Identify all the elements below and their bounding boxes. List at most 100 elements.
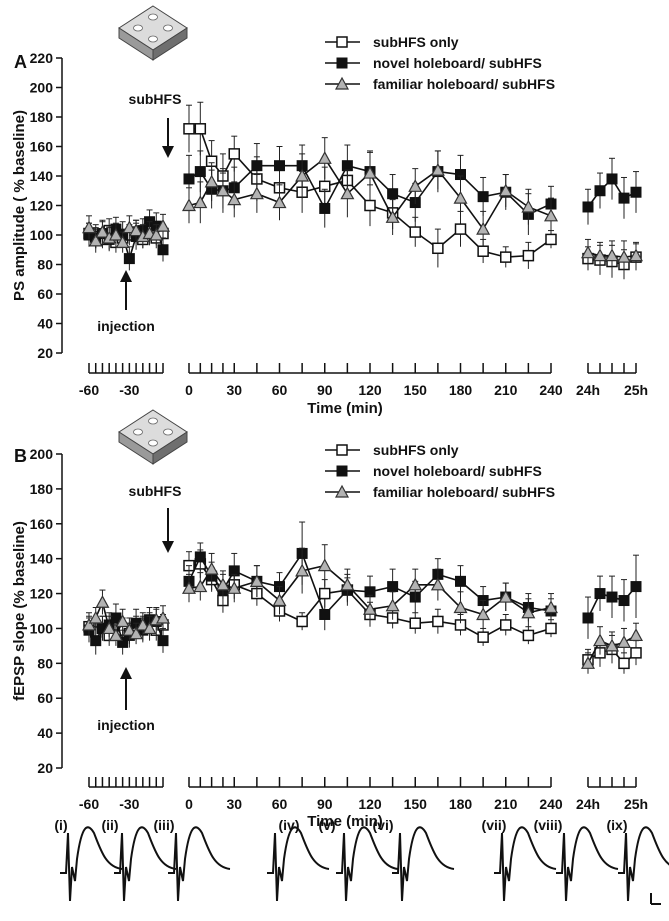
x-tick-label: 25h <box>624 796 648 812</box>
data-point-series-1 <box>157 635 169 647</box>
x-tick-label: 0 <box>185 382 193 398</box>
data-point-series-2 <box>249 574 264 587</box>
x-tick-label: -30 <box>119 796 139 812</box>
data-point-series-0 <box>319 587 331 600</box>
y-tick-label: 20 <box>37 345 53 361</box>
data-point-series-2 <box>95 595 110 608</box>
y-tick-label: 100 <box>30 227 54 243</box>
data-point-series-2 <box>108 227 123 241</box>
x-tick-label: -60 <box>79 796 99 812</box>
data-point-series-1 <box>618 192 630 204</box>
data-point-series-1 <box>606 591 618 603</box>
data-point-series-2 <box>453 600 468 614</box>
series-1 <box>83 143 642 271</box>
y-tick-label: 60 <box>37 286 53 302</box>
data-point-series-1 <box>274 160 285 172</box>
x-tick-label: 60 <box>272 796 288 812</box>
injection-arrow <box>120 667 132 710</box>
data-point-series-0 <box>409 226 421 238</box>
legend: subHFS only novel holeboard/ subHFS famili… <box>325 34 555 92</box>
x-tick-label: -30 <box>119 382 139 398</box>
y-tick-label: 120 <box>30 586 54 602</box>
data-point-series-2 <box>204 174 219 188</box>
x-tick-label: 210 <box>494 382 518 398</box>
waveform-trace <box>60 826 123 902</box>
x-tick-label: 210 <box>494 796 518 812</box>
data-point-series-1 <box>117 636 129 648</box>
y-tick-label: 140 <box>30 551 54 567</box>
panel-b: B 20 40 60 80 100 120 140 160 180 200 fEPSP slope (… <box>11 409 648 830</box>
data-point-series-1 <box>477 191 489 203</box>
data-point-series-1 <box>630 186 642 198</box>
data-point-series-0 <box>432 615 444 628</box>
x-tick-label: 120 <box>358 796 382 812</box>
data-point-series-1 <box>251 160 263 172</box>
holeboard-icon <box>118 409 188 465</box>
data-point-series-0 <box>477 631 489 643</box>
trace-label: (viii) <box>534 817 563 833</box>
data-point-series-2 <box>88 610 103 624</box>
data-point-series-1 <box>319 202 331 214</box>
data-point-series-2 <box>521 199 536 213</box>
data-point-series-2 <box>334 76 350 90</box>
legend-label: novel holeboard/ subHFS <box>373 463 542 479</box>
data-point-series-2 <box>95 224 110 238</box>
trace-label: (vi) <box>373 817 394 833</box>
y-tick-label: 20 <box>37 760 53 776</box>
data-point-series-2 <box>604 248 620 262</box>
data-point-series-1 <box>194 551 206 563</box>
data-point-series-1 <box>594 588 606 600</box>
data-point-series-0 <box>500 251 512 263</box>
data-point-series-2 <box>385 210 400 223</box>
y-tick-label: 160 <box>30 139 54 155</box>
data-point-series-0 <box>409 617 421 629</box>
data-point-series-1 <box>336 465 348 477</box>
data-point-series-2 <box>498 589 513 603</box>
x-tick-label: 150 <box>404 796 428 812</box>
data-point-series-2 <box>115 235 130 248</box>
x-tick-label: 24h <box>576 382 600 398</box>
injection-annotation: injection <box>97 318 155 334</box>
data-point-series-1 <box>630 581 642 593</box>
data-point-series-0 <box>500 619 512 631</box>
data-point-series-2 <box>227 192 242 206</box>
data-point-series-2 <box>592 633 608 647</box>
injection-arrow <box>120 270 132 310</box>
y-tick-label: 180 <box>30 481 54 497</box>
x-tick-label: 30 <box>226 796 242 812</box>
data-point-series-2 <box>430 162 445 176</box>
y-tick-label: 200 <box>30 80 54 96</box>
data-point-series-2 <box>543 600 559 614</box>
data-point-series-1 <box>582 612 594 624</box>
series-2 <box>81 137 644 274</box>
data-point-series-2 <box>628 248 644 262</box>
waveform-traces: (i) (ii) (iii) (iv) (v) (vi) (vii) (viii) (ix) <box>54 817 669 905</box>
legend-label: familiar holeboard/ subHFS <box>373 484 555 500</box>
x-tick-label: 150 <box>404 382 428 398</box>
data-point-series-1 <box>618 595 630 607</box>
data-point-series-2 <box>129 223 144 237</box>
data-point-series-0 <box>432 242 444 255</box>
data-point-series-2 <box>102 621 117 635</box>
data-point-series-2 <box>616 635 632 649</box>
legend-label: subHFS only <box>373 34 459 50</box>
data-point-series-2 <box>181 581 197 594</box>
data-point-series-2 <box>215 577 230 591</box>
data-point-series-2 <box>521 605 536 619</box>
data-point-series-1 <box>387 581 399 593</box>
trace-label: (iv) <box>279 817 300 833</box>
legend-label: novel holeboard/ subHFS <box>373 55 542 71</box>
data-point-series-1 <box>455 575 466 587</box>
scale-bar <box>650 893 661 905</box>
trace-label: (ix) <box>607 817 628 833</box>
data-point-series-2 <box>88 233 103 247</box>
data-point-series-1 <box>90 635 102 647</box>
data-point-series-2 <box>81 617 97 631</box>
x-axis-title: Time (min) <box>307 813 383 830</box>
data-point-series-2 <box>204 561 219 575</box>
data-point-series-2 <box>215 183 230 197</box>
data-point-series-2 <box>476 221 491 235</box>
data-point-series-1 <box>194 166 206 178</box>
data-point-series-0 <box>454 223 467 235</box>
data-point-series-1 <box>582 201 594 213</box>
